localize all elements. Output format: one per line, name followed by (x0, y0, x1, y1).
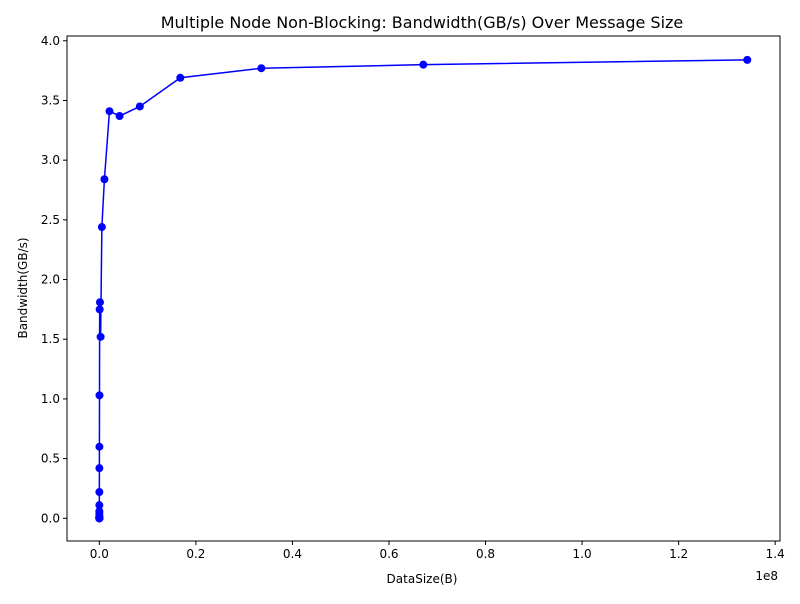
x-tick-label: 0.2 (186, 547, 205, 561)
data-point (115, 111, 124, 120)
data-point (419, 60, 428, 69)
plot-area (67, 36, 780, 541)
x-axis-offset-label: 1e8 (755, 569, 778, 583)
data-point (257, 64, 266, 73)
data-point (743, 55, 752, 64)
data-point (96, 332, 105, 341)
y-tick-label: 2.5 (41, 213, 60, 227)
data-point (100, 175, 109, 184)
data-point (176, 73, 185, 82)
data-point (95, 298, 104, 307)
x-axis-ticks: 0.0 0.2 0.4 0.6 0.8 1.0 1.2 1.4 (90, 541, 785, 561)
axes-frame (66, 35, 781, 542)
data-point (95, 507, 104, 516)
x-tick-label: 0.6 (379, 547, 398, 561)
chart-title: Multiple Node Non-Blocking: Bandwidth(GB… (161, 13, 684, 32)
x-tick-label: 0.4 (283, 547, 302, 561)
y-axis-ticks: 0.0 0.5 1.0 1.5 2.0 2.5 3.0 3.5 4.0 (41, 34, 67, 525)
data-point (105, 107, 114, 116)
data-point (95, 464, 104, 473)
data-point (95, 305, 104, 314)
x-tick-label: 1.2 (669, 547, 688, 561)
y-tick-label: 2.0 (41, 273, 60, 287)
data-point (95, 391, 104, 400)
data-point (95, 488, 104, 497)
y-tick-label: 3.5 (41, 93, 60, 107)
x-tick-label: 0.8 (476, 547, 495, 561)
x-tick-label: 0.0 (90, 547, 109, 561)
y-tick-label: 1.0 (41, 392, 60, 406)
y-tick-label: 1.5 (41, 332, 60, 346)
x-axis-label: DataSize(B) (387, 572, 458, 586)
data-point (97, 223, 106, 232)
y-tick-label: 3.0 (41, 153, 60, 167)
y-tick-label: 4.0 (41, 34, 60, 48)
data-point (95, 442, 104, 451)
x-tick-label: 1.0 (573, 547, 592, 561)
series-layer (95, 55, 752, 523)
y-axis-label: Bandwidth(GB/s) (16, 237, 30, 338)
x-tick-label: 1.4 (766, 547, 785, 561)
data-point (135, 102, 144, 111)
y-tick-label: 0.0 (41, 511, 60, 525)
data-point (95, 501, 104, 510)
y-tick-label: 0.5 (41, 452, 60, 466)
